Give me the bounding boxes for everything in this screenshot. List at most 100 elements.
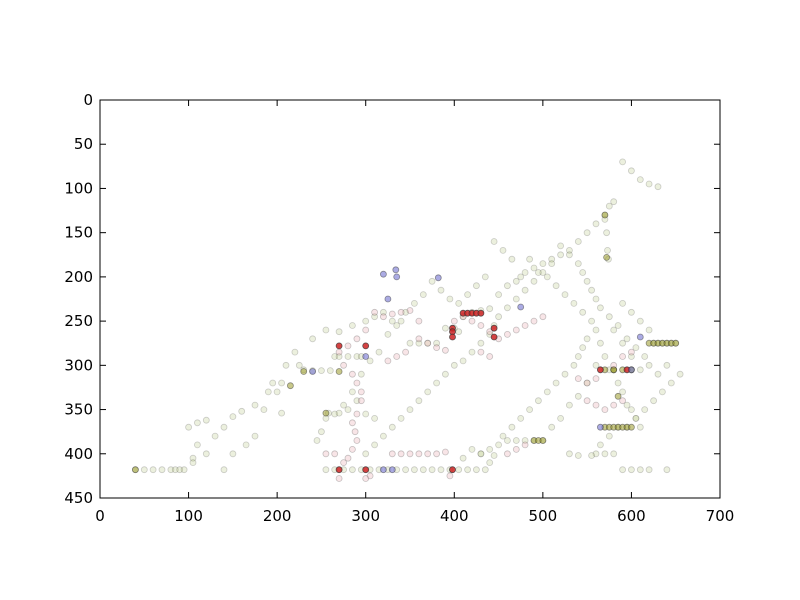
- data-point: [410, 299, 418, 307]
- data-point: [362, 342, 370, 350]
- data-point: [632, 344, 640, 352]
- data-point: [366, 357, 374, 365]
- data-point: [362, 353, 370, 360]
- data-point: [495, 291, 503, 299]
- data-point: [508, 255, 516, 263]
- data-point: [335, 368, 343, 375]
- data-point: [362, 410, 370, 418]
- data-point: [437, 286, 445, 294]
- plot-background: [100, 100, 720, 498]
- data-point: [140, 466, 148, 474]
- data-point: [441, 448, 449, 456]
- data-point: [419, 291, 427, 299]
- data-point: [574, 260, 582, 268]
- data-point: [353, 397, 361, 405]
- data-point: [490, 324, 498, 332]
- data-point: [636, 176, 644, 184]
- data-point: [384, 330, 392, 338]
- data-point: [566, 401, 573, 409]
- data-point: [490, 238, 498, 245]
- data-point: [597, 423, 604, 431]
- data-point: [149, 466, 157, 474]
- y-tick-label: 50: [74, 135, 93, 153]
- data-point: [566, 450, 573, 458]
- data-point: [317, 428, 325, 436]
- plot-frame: [99, 99, 721, 499]
- data-point: [614, 322, 622, 329]
- data-point: [353, 437, 361, 444]
- data-point: [610, 366, 618, 374]
- data-point: [645, 466, 653, 474]
- data-point: [512, 445, 520, 453]
- data-point: [269, 379, 277, 387]
- data-point: [309, 368, 317, 375]
- data-point: [667, 379, 675, 387]
- data-point: [579, 269, 587, 276]
- data-point: [499, 246, 507, 254]
- data-point: [335, 475, 343, 482]
- data-point: [592, 295, 600, 303]
- data-point: [530, 277, 538, 285]
- data-point: [583, 335, 591, 343]
- data-point: [503, 450, 511, 458]
- data-point: [566, 251, 573, 259]
- data-point: [592, 220, 600, 228]
- y-tick-label: 350: [64, 401, 93, 419]
- data-point: [379, 432, 387, 440]
- x-tick-label: 100: [174, 507, 203, 525]
- data-point: [490, 452, 498, 459]
- data-point: [539, 260, 547, 268]
- data-point: [348, 388, 356, 396]
- data-point: [459, 357, 467, 365]
- data-point: [592, 361, 600, 369]
- data-point: [282, 361, 290, 369]
- data-point: [628, 353, 635, 360]
- data-point: [650, 397, 657, 405]
- data-point: [291, 348, 299, 356]
- data-point: [344, 454, 352, 462]
- data-point: [189, 454, 197, 462]
- data-point: [415, 339, 423, 347]
- data-point: [521, 269, 529, 276]
- data-point: [278, 379, 286, 387]
- data-point: [654, 183, 662, 191]
- data-point: [264, 388, 272, 396]
- data-point: [481, 466, 489, 474]
- data-point: [335, 348, 343, 356]
- x-tick-label: 200: [263, 507, 292, 525]
- data-point: [521, 286, 529, 294]
- data-point: [490, 333, 498, 341]
- data-point: [557, 242, 564, 250]
- data-point: [636, 423, 644, 431]
- data-point: [220, 423, 228, 431]
- data-point: [402, 466, 410, 474]
- data-point: [348, 419, 356, 427]
- data-point: [597, 366, 604, 374]
- data-point: [605, 313, 613, 321]
- data-point: [603, 253, 610, 261]
- data-point: [402, 308, 410, 316]
- data-point: [362, 466, 370, 474]
- data-point: [632, 414, 640, 422]
- data-point: [353, 353, 361, 360]
- data-point: [645, 326, 653, 334]
- data-point: [202, 450, 210, 458]
- y-tick-label: 250: [64, 312, 93, 330]
- data-point: [521, 322, 529, 329]
- data-point: [273, 388, 281, 396]
- data-point: [322, 409, 330, 417]
- data-point: [406, 450, 414, 458]
- data-point: [486, 445, 494, 453]
- data-point: [517, 303, 525, 311]
- data-point: [588, 317, 595, 325]
- data-point: [406, 307, 414, 314]
- data-point: [322, 326, 330, 334]
- data-point: [357, 370, 365, 378]
- y-tick-label: 400: [64, 445, 93, 463]
- data-point: [260, 406, 268, 414]
- data-point: [636, 466, 644, 474]
- data-point: [229, 413, 237, 421]
- data-point: [331, 410, 339, 418]
- data-point: [251, 401, 259, 409]
- data-point: [517, 273, 525, 281]
